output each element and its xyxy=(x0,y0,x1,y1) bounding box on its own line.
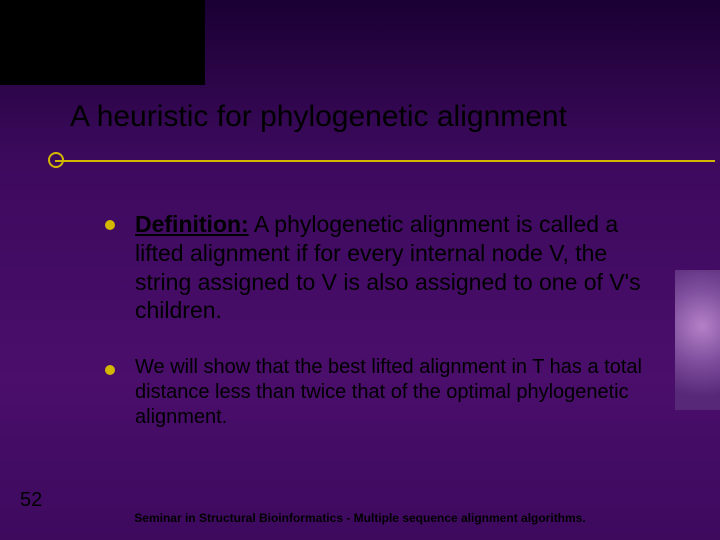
bullet-text: We will show that the best lifted alignm… xyxy=(135,355,660,430)
bullet-prefix-bold: Definition: xyxy=(135,211,249,237)
corner-black-box xyxy=(0,0,205,85)
slide-title: A heuristic for phylogenetic alignment xyxy=(70,100,680,134)
decorative-side-image xyxy=(675,270,720,410)
footer-text: Seminar in Structural Bioinformatics - M… xyxy=(0,511,720,525)
content-area: Definition: A phylogenetic alignment is … xyxy=(105,210,660,460)
bullet-icon xyxy=(105,220,115,230)
title-underline xyxy=(55,160,715,162)
bullet-text: Definition: A phylogenetic alignment is … xyxy=(135,210,660,325)
title-container: A heuristic for phylogenetic alignment xyxy=(70,100,680,134)
bullet-item: We will show that the best lifted alignm… xyxy=(105,355,660,430)
page-number: 52 xyxy=(20,489,42,512)
bullet-body: We will show that the best lifted alignm… xyxy=(135,356,642,428)
bullet-item: Definition: A phylogenetic alignment is … xyxy=(105,210,660,325)
bullet-icon xyxy=(105,365,115,375)
